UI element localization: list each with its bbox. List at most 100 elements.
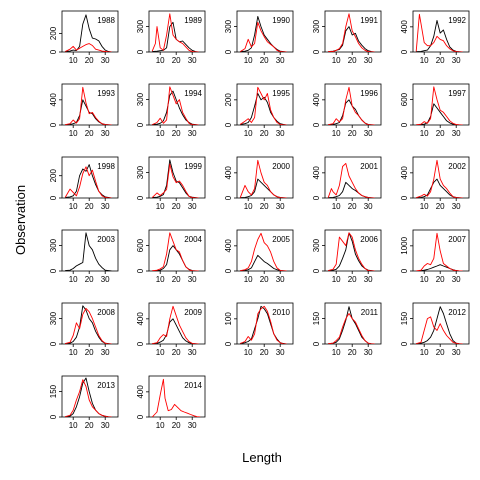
panel-year-label: 1997 [448,89,466,98]
y-tick-label: 0 [49,49,58,54]
series-line-red [240,305,287,344]
panel-series-group [152,305,199,344]
x-tick-label: 10 [69,129,78,138]
panel-frame [61,156,119,199]
panel-frame [148,83,206,126]
panel-1993: 10 20 30 0 400 1993 [49,83,119,138]
y-tick-label: 300 [49,238,58,252]
x-tick-label: 20 [260,202,269,211]
panel-frame [236,156,294,199]
x-tick-label: 20 [172,275,181,284]
panel-frame [236,83,294,126]
y-tick-label: 400 [224,239,233,253]
series-line-black [328,26,375,52]
panel-series-group [65,86,112,125]
y-tick-label: 0 [400,341,409,346]
panel-year-label: 1989 [184,16,202,25]
series-line-black [416,306,463,344]
x-tick-label: 20 [85,421,94,430]
panel-series-group [416,306,463,344]
panel-frame [61,229,119,272]
x-tick-label: 20 [436,275,445,284]
y-tick-label: 400 [400,166,409,180]
panel-year-label: 1990 [272,16,290,25]
panel-year-label: 1998 [97,162,115,171]
y-tick-label: 300 [136,19,145,33]
x-tick-label: 20 [348,348,357,357]
x-tick-label: 20 [348,275,357,284]
x-tick-label: 10 [420,129,429,138]
series-line-red [152,86,199,125]
series-line-red [152,232,199,271]
x-tick-label: 20 [260,348,269,357]
panel-2007: 10 20 30 0 1000 2007 [400,229,470,284]
x-tick-label: 30 [188,348,197,357]
x-tick-label: 10 [244,202,253,211]
x-tick-label: 20 [172,348,181,357]
y-tick-label: 0 [49,341,58,346]
panel-series-group [65,377,112,417]
x-axis-title: Length [242,450,282,465]
y-tick-label: 0 [400,195,409,200]
panel-frame [148,375,206,418]
y-tick-label: 0 [224,268,233,273]
y-tick-label: 400 [136,312,145,326]
x-tick-label: 30 [101,275,110,284]
x-tick-label: 30 [188,129,197,138]
x-tick-label: 30 [188,275,197,284]
y-tick-label: 0 [136,268,145,273]
panel-year-label: 2012 [448,308,466,317]
x-tick-label: 10 [156,56,165,65]
x-tick-label: 30 [452,56,461,65]
y-tick-label: 0 [312,268,321,273]
x-tick-label: 10 [156,421,165,430]
series-line-black [65,164,112,198]
panel-frame [324,156,382,199]
panel-frame [148,10,206,53]
panel-series-group [239,159,287,198]
y-tick-label: 0 [136,341,145,346]
x-tick-label: 10 [244,56,253,65]
x-tick-label: 10 [420,275,429,284]
y-tick-label: 0 [136,414,145,419]
panel-series-group [65,305,112,344]
x-tick-label: 30 [452,129,461,138]
panel-series-group [328,306,375,344]
y-tick-label: 300 [312,19,321,33]
x-tick-label: 10 [244,275,253,284]
panel-year-label: 2002 [448,162,466,171]
series-line-red [416,232,463,271]
panel-2011: 10 20 30 0 150 2011 [312,302,382,357]
x-tick-label: 30 [101,348,110,357]
x-tick-label: 30 [364,348,373,357]
y-tick-label: 0 [49,268,58,273]
panel-1995: 10 20 30 0 200 1995 [224,83,294,138]
x-tick-label: 30 [452,202,461,211]
x-tick-label: 10 [156,129,165,138]
panel-1988: 10 20 30 0 200 1988 [49,10,119,65]
series-line-red [240,232,287,271]
panel-year-label: 2014 [184,381,202,390]
y-tick-label: 300 [49,311,58,325]
panel-series-group [64,164,112,198]
y-tick-label: 600 [400,92,409,106]
panel-year-label: 1988 [97,16,115,25]
panel-2005: 10 20 30 0 400 2005 [224,229,294,284]
panel-year-label: 1999 [184,162,202,171]
panel-series-group [327,162,375,198]
panel-year-label: 2013 [97,381,115,390]
series-line-black [240,254,287,271]
panel-2000: 10 20 30 0 400 2000 [224,156,294,211]
panel-year-label: 2009 [184,308,202,317]
x-tick-label: 20 [172,202,181,211]
x-tick-label: 30 [101,421,110,430]
x-tick-label: 20 [436,56,445,65]
y-tick-label: 300 [312,238,321,252]
x-tick-label: 30 [101,202,110,211]
panel-year-label: 1994 [184,89,202,98]
panel-1996: 10 20 30 0 400 1996 [312,83,382,138]
panel-frame [148,302,206,345]
x-tick-label: 30 [101,56,110,65]
